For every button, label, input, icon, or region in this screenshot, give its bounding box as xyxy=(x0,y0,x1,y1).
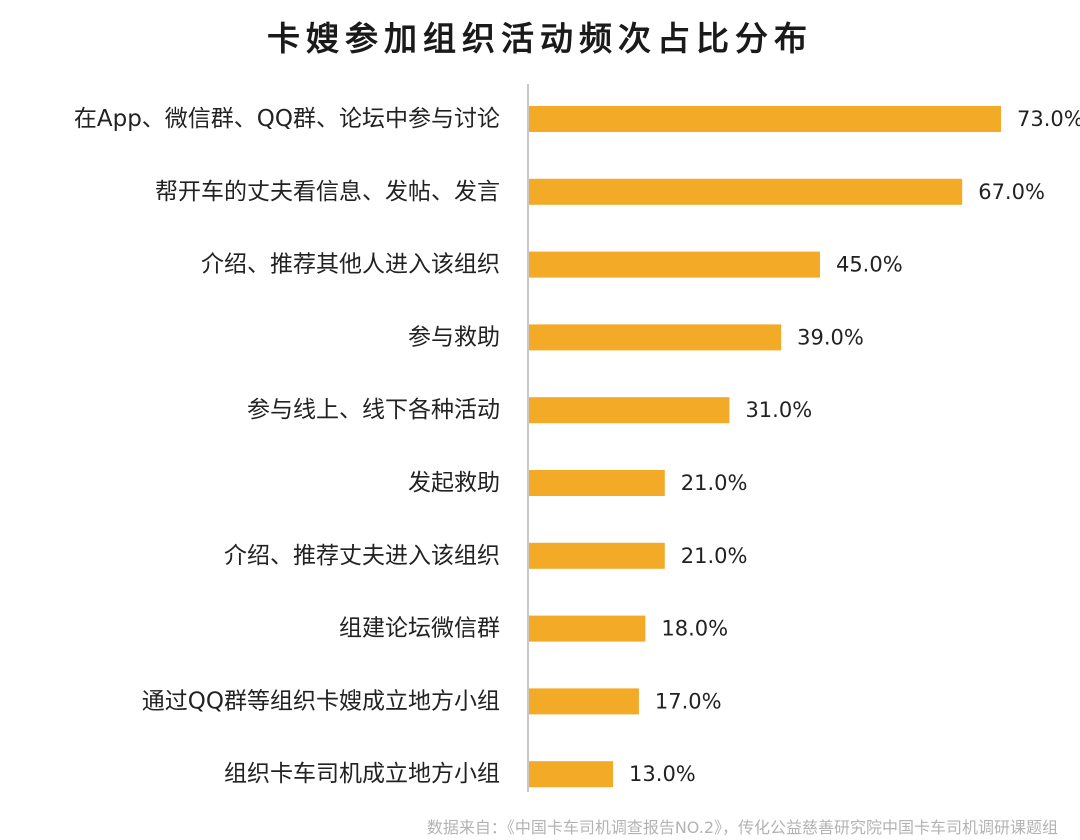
category-label: 参与线上、线下各种活动 xyxy=(247,397,500,423)
value-label: 67.0% xyxy=(978,180,1045,204)
value-label: 45.0% xyxy=(836,253,903,277)
category-label: 组建论坛微信群 xyxy=(339,616,500,642)
bar xyxy=(529,688,639,715)
value-label: 21.0% xyxy=(681,544,748,568)
value-label: 39.0% xyxy=(797,325,864,349)
bar xyxy=(529,324,782,351)
category-label: 介绍、推荐其他人进入该组织 xyxy=(201,252,500,278)
value-label: 13.0% xyxy=(629,762,696,786)
category-label: 帮开车的丈夫看信息、发帖、发言 xyxy=(155,179,500,205)
bar xyxy=(529,397,730,424)
bar xyxy=(529,251,820,278)
bar xyxy=(529,106,1001,132)
value-label: 31.0% xyxy=(745,398,812,422)
category-label: 通过QQ群等组织卡嫂成立地方小组 xyxy=(142,688,500,714)
value-label: 21.0% xyxy=(681,471,748,495)
value-label: 17.0% xyxy=(655,689,722,713)
source-note: 数据来自：《中国卡车司机调查报告NO.2》，传化公益慈善研究院中国卡车司机调研课… xyxy=(426,818,1058,837)
bar-chart: 在App、微信群、QQ群、论坛中参与讨论 73.0% 帮开车的丈夫看信息、发帖、发言… xyxy=(74,84,1080,792)
bar xyxy=(529,542,665,569)
bar xyxy=(529,761,614,788)
bar xyxy=(529,178,963,205)
category-label: 在App、微信群、QQ群、论坛中参与讨论 xyxy=(74,106,500,132)
bar xyxy=(529,615,646,642)
category-label: 介绍、推荐丈夫进入该组织 xyxy=(224,543,500,569)
category-label: 组织卡车司机成立地方小组 xyxy=(224,761,500,787)
value-label: 18.0% xyxy=(661,617,728,641)
bar xyxy=(529,470,665,496)
category-label: 参与救助 xyxy=(408,324,500,350)
value-label: 73.0% xyxy=(1017,107,1080,131)
chart-title: 卡嫂参加组织活动频次占比分布 xyxy=(267,19,813,58)
category-label: 发起救助 xyxy=(408,470,500,496)
